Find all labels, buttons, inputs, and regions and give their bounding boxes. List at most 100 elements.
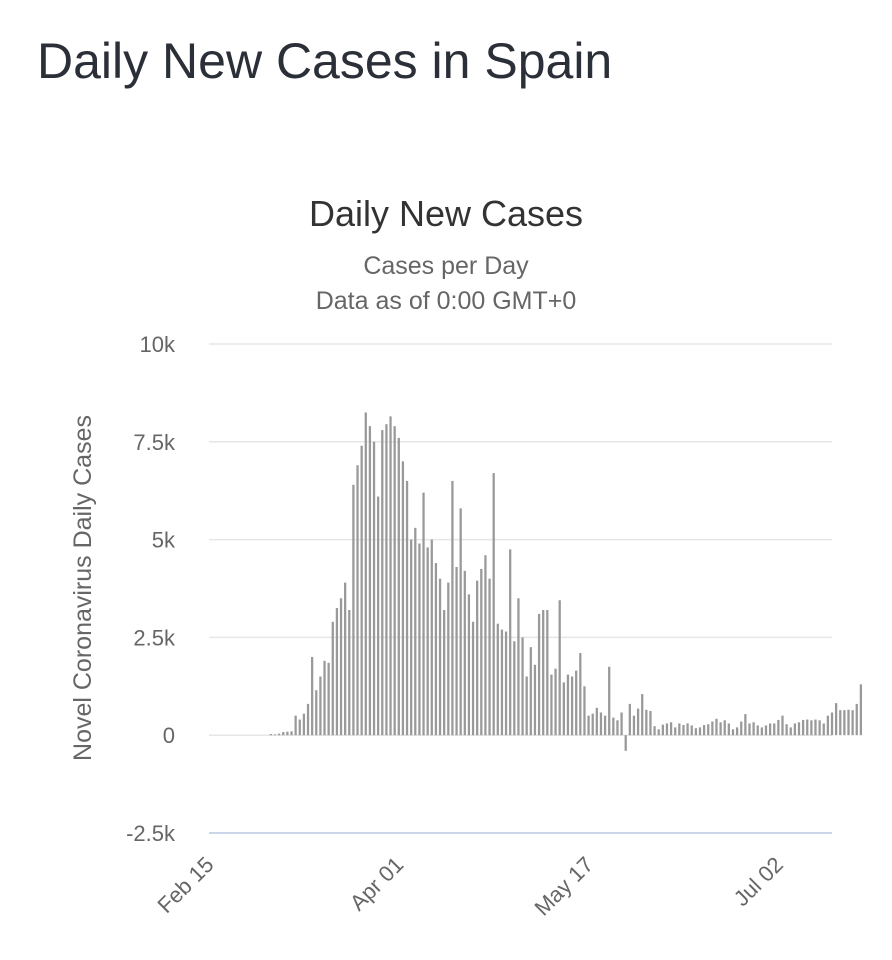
bar [591,713,594,736]
bar [554,668,557,736]
bar [723,720,726,736]
bar [645,709,648,736]
bar [735,727,739,736]
bar [641,694,644,736]
bar [393,426,396,736]
bar [636,708,640,736]
bar [711,721,714,736]
bar [801,719,805,736]
bar [509,549,512,736]
bar [752,722,755,736]
bar [616,720,619,736]
page-heading: Daily New Cases in Spain [37,33,613,89]
bar [847,709,850,736]
bar [546,610,549,736]
bar [360,445,363,736]
bar [806,719,809,736]
bar [583,686,586,736]
bar [492,473,495,736]
bar [496,623,499,736]
bar [430,539,433,736]
bar [459,508,462,736]
bar [451,480,454,736]
bar [294,715,297,736]
bar [690,725,693,736]
bar [653,726,656,736]
bar [587,715,590,736]
bar [339,598,343,736]
bar [443,610,446,736]
chart-title: Daily New Cases [309,193,583,234]
bar [686,723,689,736]
bar [624,735,627,751]
y-tick-label: 2.5k [133,625,176,650]
bar [434,563,438,736]
bar [694,728,697,736]
bar [311,656,314,736]
bar [649,710,652,736]
bar [414,527,417,736]
chart-subtitle-1: Cases per Day [363,252,529,280]
bar [859,684,863,736]
bar [542,610,545,736]
x-axis-ticks: Feb 15 Apr 01 May 17 Jul 02 [152,852,788,921]
bar [356,465,359,736]
bar [715,718,718,736]
bar [744,714,747,736]
bar [302,713,306,736]
bar [426,547,429,736]
bar [319,676,322,736]
bar [628,703,631,736]
bar [298,719,301,736]
y-tick-label: -2.5k [126,821,176,846]
bar [323,660,326,736]
bar [727,723,730,736]
bar [410,539,413,736]
bar [364,412,367,736]
bar [579,653,582,736]
bar [822,723,825,736]
bar [533,664,537,736]
bar [273,734,277,736]
bar [781,715,784,736]
bar [525,676,528,736]
bar [566,674,570,736]
bar [814,719,817,736]
bar [682,725,685,736]
bar [517,598,520,736]
bar [467,594,471,736]
bar [335,608,339,736]
x-tick-label: Feb 15 [152,852,218,918]
bar [348,610,351,736]
bar [603,715,607,736]
bar [768,723,772,736]
x-tick-label: May 17 [529,852,598,921]
bar [537,613,541,736]
bar [488,578,491,736]
bar [740,721,743,736]
bar [665,723,669,736]
bar [826,715,830,736]
bar [550,674,553,736]
bar [455,566,458,736]
bar [401,461,405,736]
bar [793,723,796,736]
bar [405,480,409,736]
y-axis-ticks: 10k 7.5k 5k 2.5k 0 -2.5k [126,332,176,846]
bar [678,723,681,736]
bar [760,727,763,736]
bar [290,731,293,736]
bar [599,712,603,736]
bar [669,722,673,736]
bar [620,712,623,736]
bar [372,441,376,736]
bar [698,727,702,736]
bar [855,703,858,736]
x-tick-label: Jul 02 [729,852,788,911]
bar [504,631,508,736]
bar [327,662,330,736]
bar [306,703,310,736]
bar [476,580,479,736]
y-tick-label: 0 [163,723,175,748]
